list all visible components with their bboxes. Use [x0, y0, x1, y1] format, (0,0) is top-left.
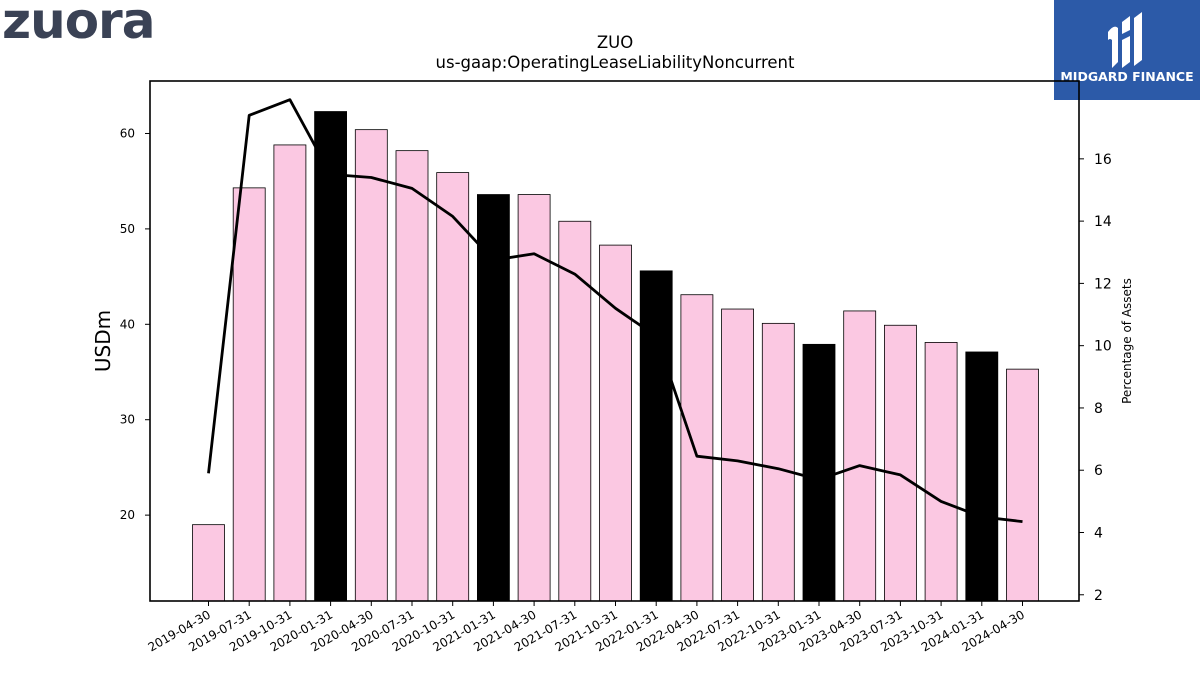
- percentage-line: [207, 98, 1023, 523]
- y-axis-left: 20 30 40 50 60: [120, 126, 150, 522]
- y-axis-left-label: USDm: [91, 310, 115, 372]
- midgard-brand-text: MIDGARD FINANCE: [1060, 69, 1194, 84]
- bar-2019-07-31: [232, 187, 266, 602]
- bar-2021-07-31: [558, 220, 592, 602]
- bar-2020-10-31: [436, 172, 470, 602]
- y-right-tick-label: 2: [1094, 588, 1103, 604]
- bar-2019-10-31: [273, 144, 307, 602]
- bar-2019-04-30: [192, 524, 225, 602]
- y-right-tick-label: 4: [1094, 525, 1103, 541]
- bar-2022-07-31: [721, 308, 754, 602]
- bar-2021-10-31: [599, 244, 632, 602]
- bar-2022-01-31: [639, 270, 673, 602]
- bar-2023-07-31: [884, 324, 917, 602]
- bar-2020-07-31: [395, 150, 429, 602]
- y-right-tick-label: 16: [1094, 152, 1112, 168]
- zuora-logo: zuora: [2, 0, 155, 50]
- bar-2023-04-30: [843, 310, 877, 602]
- y-left-tick-label: 60: [120, 126, 135, 140]
- bar-2021-04-30: [517, 194, 551, 602]
- chart-subtitle: us-gaap:OperatingLeaseLiabilityNoncurren…: [436, 53, 795, 72]
- bar-2024-01-31: [965, 351, 999, 602]
- y-axis-right: 2 4 6 8 10 12 14 16: [1079, 152, 1112, 604]
- x-axis: 2019-04-302019-07-312019-10-312020-01-31…: [146, 601, 1027, 654]
- bar-2024-04-30: [1006, 368, 1039, 602]
- bar-2020-04-30: [354, 129, 388, 602]
- chart-title: ZUO: [597, 33, 633, 52]
- y-left-tick-label: 50: [120, 222, 135, 236]
- y-right-tick-label: 8: [1094, 401, 1103, 417]
- bar-2022-04-30: [680, 294, 714, 602]
- y-right-tick-label: 10: [1094, 339, 1112, 355]
- line-series: [207, 98, 1023, 523]
- bar-2022-10-31: [761, 322, 795, 602]
- y-right-tick-label: 14: [1094, 214, 1112, 230]
- y-left-tick-label: 20: [120, 508, 135, 522]
- plot-frame: [149, 80, 1080, 602]
- y-right-tick-label: 6: [1094, 463, 1103, 479]
- bar-2023-10-31: [924, 342, 958, 602]
- midgard-finance-logo: MIDGARD FINANCE: [1054, 0, 1200, 100]
- y-left-tick-label: 30: [120, 413, 135, 427]
- y-left-tick-label: 40: [120, 317, 135, 331]
- bar-2020-01-31: [314, 111, 348, 602]
- bar-2021-01-31: [476, 194, 510, 602]
- y-axis-right-label: Percentage of Assets: [1120, 278, 1134, 404]
- midgard-logo-icon: [1108, 12, 1142, 69]
- bar-2023-01-31: [802, 343, 836, 602]
- bar-series: [192, 111, 1039, 602]
- y-right-tick-label: 12: [1094, 276, 1112, 292]
